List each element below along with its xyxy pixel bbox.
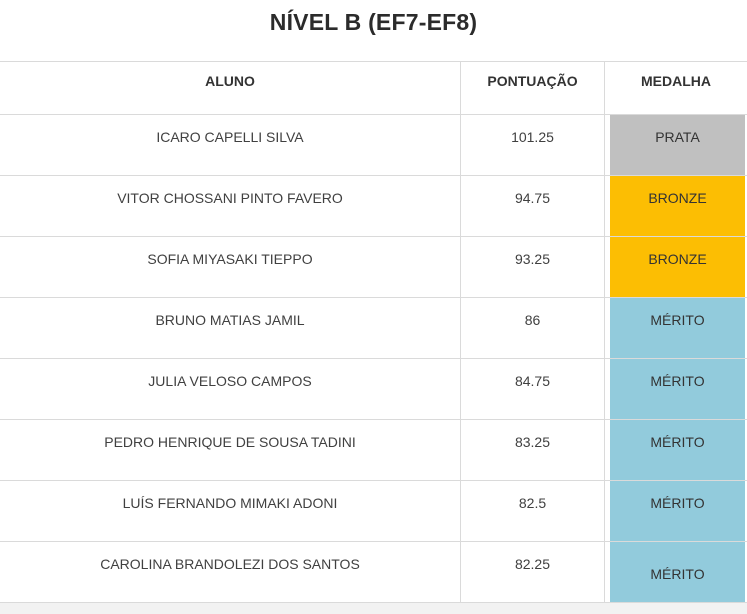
table-row: VITOR CHOSSANI PINTO FAVERO 94.75 BRONZE — [0, 176, 747, 237]
medal-badge: MÉRITO — [610, 420, 745, 480]
table-row: JULIA VELOSO CAMPOS 84.75 MÉRITO — [0, 359, 747, 420]
student-name: CAROLINA BRANDOLEZI DOS SANTOS — [100, 555, 360, 572]
score-value: 83.25 — [460, 420, 604, 480]
student-name: SOFIA MIYASAKI TIEPPO — [147, 250, 313, 267]
student-name: VITOR CHOSSANI PINTO FAVERO — [117, 189, 343, 206]
table-row: LUÍS FERNANDO MIMAKI ADONI 82.5 MÉRITO — [0, 481, 747, 542]
footer-strip — [0, 603, 747, 614]
student-name: BRUNO MATIAS JAMIL — [155, 311, 305, 328]
medal-cell: MÉRITO — [604, 481, 747, 541]
score-value: 82.25 — [460, 542, 604, 602]
table-row: ICARO CAPELLI SILVA 101.25 PRATA — [0, 115, 747, 176]
score-value: 93.25 — [460, 237, 604, 297]
student-name: PEDRO HENRIQUE DE SOUSA TADINI — [104, 433, 356, 450]
score-value: 84.75 — [460, 359, 604, 419]
medal-cell: BRONZE — [604, 237, 747, 297]
medal-cell: MÉRITO — [604, 542, 747, 602]
medal-badge: MÉRITO — [610, 359, 745, 419]
medal-badge: MÉRITO — [610, 481, 745, 541]
medal-cell: PRATA — [604, 115, 747, 175]
page-title: NÍVEL B (EF7-EF8) — [269, 9, 478, 35]
header-score: PONTUAÇÃO — [460, 62, 604, 114]
table-row: PEDRO HENRIQUE DE SOUSA TADINI 83.25 MÉR… — [0, 420, 747, 481]
medal-cell: MÉRITO — [604, 420, 747, 480]
medal-cell: MÉRITO — [604, 359, 747, 419]
medal-cell: MÉRITO — [604, 298, 747, 358]
medal-badge: MÉRITO — [610, 542, 745, 602]
medal-badge: BRONZE — [610, 176, 745, 236]
medal-badge: PRATA — [610, 115, 745, 175]
header-medal: MEDALHA — [604, 62, 747, 114]
title-row: NÍVEL B (EF7-EF8) — [0, 0, 747, 62]
table-row: BRUNO MATIAS JAMIL 86 MÉRITO — [0, 298, 747, 359]
score-value: 82.5 — [460, 481, 604, 541]
medal-badge: MÉRITO — [610, 298, 745, 358]
table-header-row: ALUNO PONTUAÇÃO MEDALHA — [0, 62, 747, 115]
header-student: ALUNO — [205, 72, 255, 89]
student-name: LUÍS FERNANDO MIMAKI ADONI — [122, 494, 338, 511]
medal-cell: BRONZE — [604, 176, 747, 236]
student-name: JULIA VELOSO CAMPOS — [148, 372, 312, 389]
medal-badge: BRONZE — [610, 237, 745, 297]
student-name: ICARO CAPELLI SILVA — [156, 128, 304, 145]
score-value: 86 — [460, 298, 604, 358]
score-value: 101.25 — [460, 115, 604, 175]
table-row: CAROLINA BRANDOLEZI DOS SANTOS 82.25 MÉR… — [0, 542, 747, 603]
score-value: 94.75 — [460, 176, 604, 236]
table-body: ICARO CAPELLI SILVA 101.25 PRATA VITOR C… — [0, 115, 747, 603]
table-row: SOFIA MIYASAKI TIEPPO 93.25 BRONZE — [0, 237, 747, 298]
